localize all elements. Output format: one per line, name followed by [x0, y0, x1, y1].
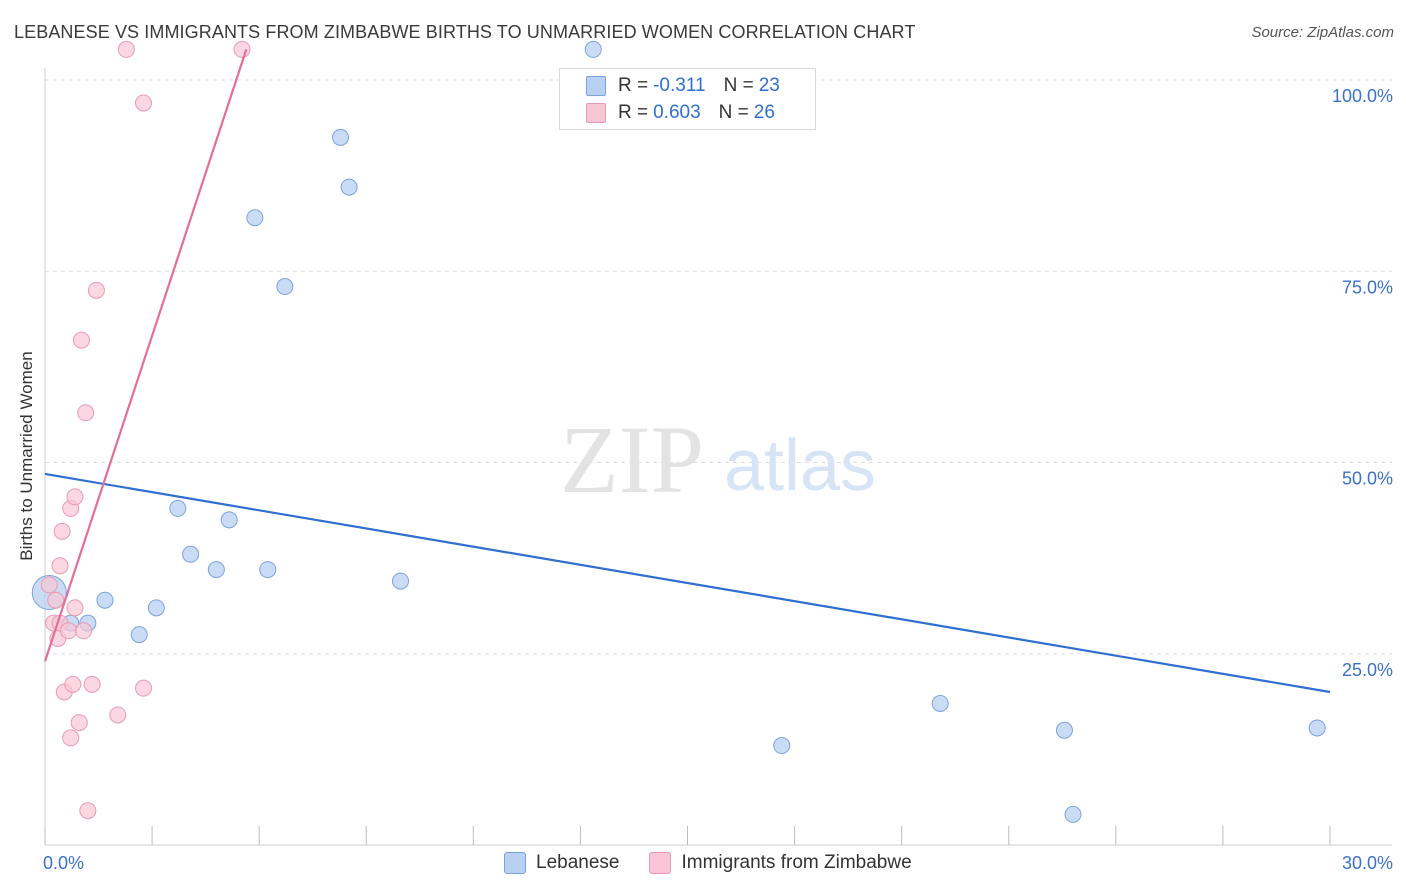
zimbabwe-point [66, 599, 84, 617]
lebanese-point [332, 128, 350, 146]
tick-label-layer: 25.0% 50.0% 75.0% 100.0% 0.0% 30.0% [43, 86, 1393, 873]
lebanese-point [1055, 721, 1073, 739]
zimbabwe-point [40, 576, 58, 594]
lebanese-point [931, 694, 949, 712]
lebanese-point [169, 499, 187, 517]
lebanese-trend-line [44, 472, 1331, 694]
zimbabwe-point [64, 675, 82, 693]
trend-layer [43, 49, 1331, 694]
watermark-zip: ZIP [560, 406, 704, 513]
lebanese-legend-swatch [504, 852, 526, 874]
zimbabwe-point [117, 40, 135, 58]
zimbabwe-legend-swatch [649, 852, 672, 874]
series-legend: Lebanese Immigrants from Zimbabwe [504, 852, 942, 874]
zimbabwe-swatch [586, 103, 606, 123]
zimbabwe-point [87, 281, 105, 299]
zimbabwe-point [62, 729, 80, 747]
zimbabwe-point [72, 331, 90, 349]
zimbabwe-point [79, 802, 97, 820]
y-tick-label: 100.0% [1332, 86, 1393, 106]
lebanese-point [259, 561, 277, 579]
grid-layer [45, 79, 1392, 655]
lebanese-point [130, 626, 148, 644]
y-axis-label: Births to Unmarried Women [17, 351, 36, 561]
lebanese-point [182, 545, 200, 563]
x-tick-label: 30.0% [1342, 853, 1393, 873]
points-layer [31, 40, 1326, 823]
lebanese-point [584, 40, 602, 58]
lebanese-swatch [586, 76, 606, 96]
zimbabwe-point [66, 488, 84, 506]
zimbabwe-point [135, 679, 153, 697]
legend-item-lebanese[interactable]: Lebanese [504, 852, 619, 874]
r-value: 0.603 [653, 102, 701, 123]
source-label: Source: ZipAtlas.com [1251, 24, 1394, 41]
stats-row-lebanese: R = -0.311 N = 23 [586, 73, 780, 99]
n-value: 23 [758, 75, 780, 96]
n-label: N = [723, 75, 754, 96]
legend-item-zimbabwe[interactable]: Immigrants from Zimbabwe [649, 852, 912, 874]
zimbabwe-point [70, 714, 88, 732]
y-tick-label: 75.0% [1342, 277, 1393, 297]
watermark-atlas: atlas [724, 426, 876, 506]
zimbabwe-point [53, 522, 71, 540]
zimbabwe-point [77, 404, 95, 422]
watermark: ZIP atlas [560, 406, 876, 513]
lebanese-point [246, 209, 264, 227]
zimbabwe-point [233, 40, 251, 58]
zimbabwe-point [135, 94, 153, 112]
lebanese-point [392, 572, 410, 590]
zimbabwe-point [47, 591, 65, 609]
lebanese-point [96, 591, 114, 609]
stats-legend: R = -0.311 N = 23 R = 0.603 N = 26 [559, 68, 816, 130]
lebanese-point [1064, 805, 1082, 823]
zimbabwe-point [109, 706, 127, 724]
lebanese-point [220, 511, 238, 529]
zimbabwe-point [60, 622, 78, 640]
lebanese-point [1308, 719, 1326, 737]
r-label: R = [618, 75, 649, 96]
lebanese-point [276, 278, 294, 296]
lebanese-point [207, 561, 225, 579]
lebanese-point [773, 737, 791, 755]
stats-row-zimbabwe: R = 0.603 N = 26 [586, 100, 775, 126]
r-value: -0.311 [653, 75, 706, 96]
n-label: N = [718, 102, 749, 123]
zimbabwe-trend-line [43, 49, 248, 662]
y-tick-label: 50.0% [1342, 469, 1393, 489]
r-label: R = [618, 102, 649, 123]
n-value: 26 [753, 102, 775, 123]
y-tick-label: 25.0% [1342, 660, 1393, 680]
axis-layer [44, 68, 1392, 846]
x-tick-label: 0.0% [43, 853, 84, 873]
lebanese-point [340, 178, 358, 196]
zimbabwe-point [51, 557, 69, 575]
legend-label-lebanese: Lebanese [536, 852, 620, 873]
legend-label-zimbabwe: Immigrants from Zimbabwe [681, 852, 912, 873]
lebanese-point [147, 599, 165, 617]
zimbabwe-point [75, 622, 93, 640]
zimbabwe-point [83, 675, 101, 693]
chart-title: LEBANESE VS IMMIGRANTS FROM ZIMBABWE BIR… [14, 22, 916, 42]
